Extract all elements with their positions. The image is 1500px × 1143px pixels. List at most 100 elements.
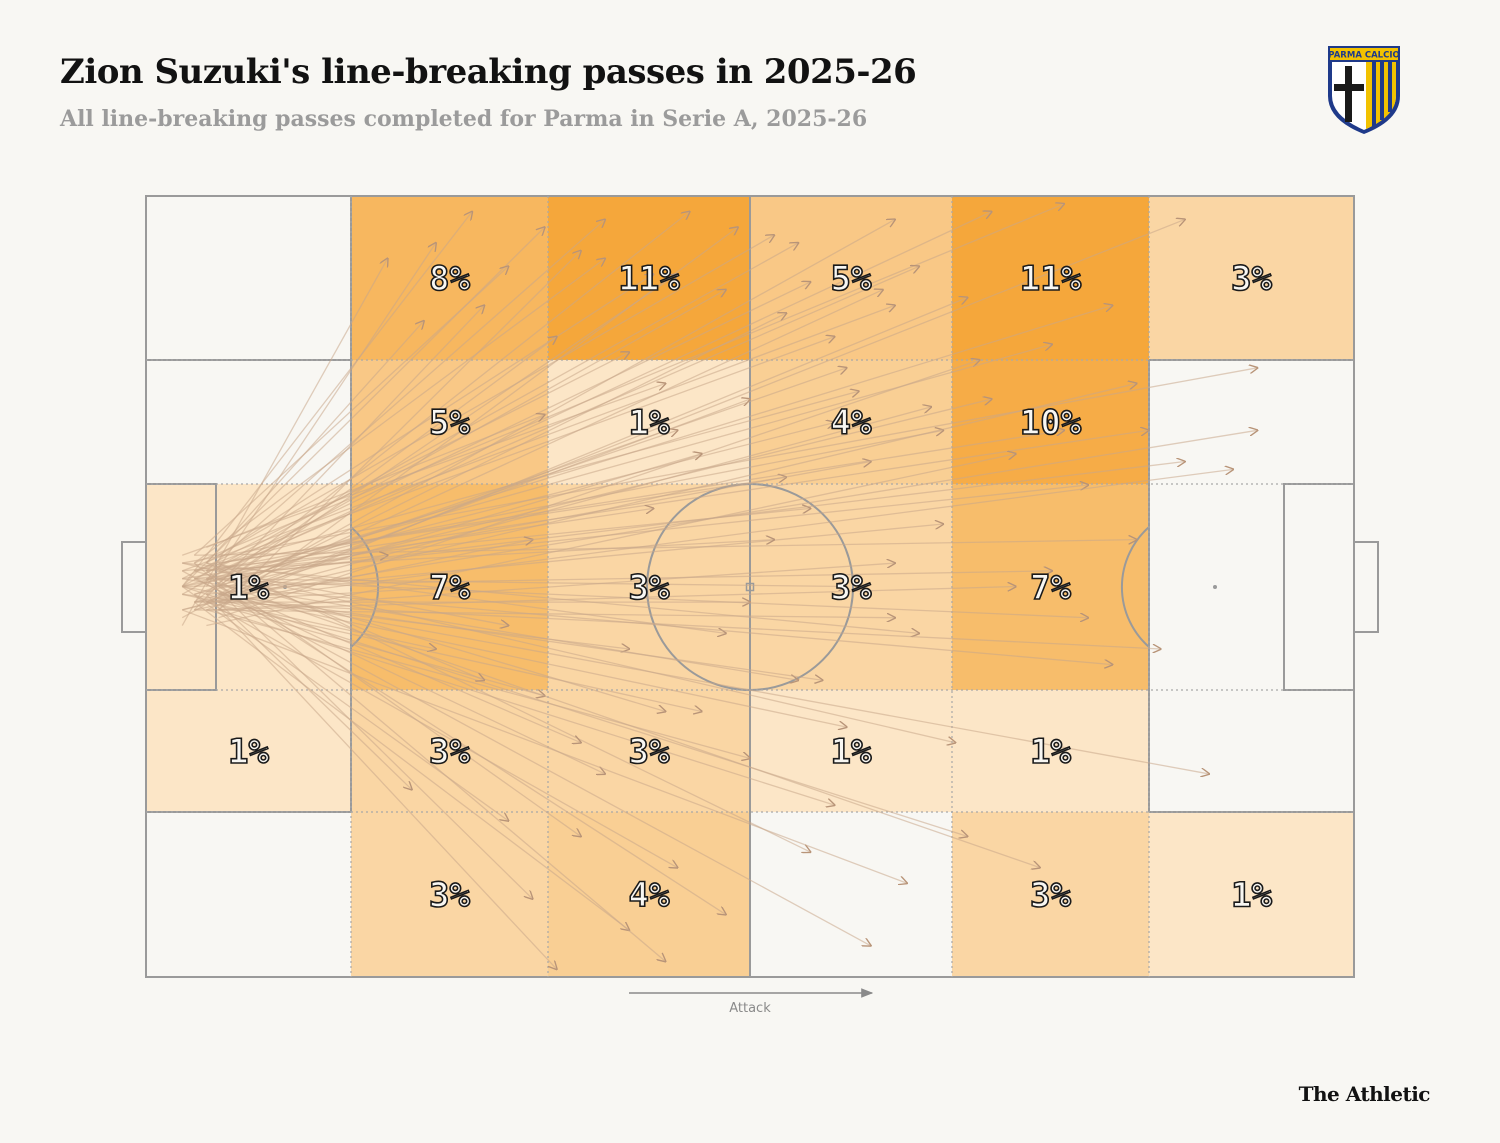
pass-arrow (193, 212, 689, 603)
right-goal (1353, 541, 1379, 633)
pass-arrow (194, 337, 834, 572)
zone-percentage-label: 8% (429, 259, 470, 299)
pass-arrow (218, 251, 580, 611)
pass-arrow (205, 578, 532, 899)
heatmap-zone (952, 196, 1149, 360)
pass-arrow (182, 585, 1209, 774)
pass-arrow (182, 305, 895, 572)
parma-crest-logo: PARMA CALCIO (1328, 46, 1400, 134)
pass-arrow (218, 585, 725, 915)
heatmap-zone (750, 484, 952, 690)
pass-arrow (218, 469, 1233, 603)
pass-arrow (218, 593, 846, 727)
heatmap-zone (351, 812, 548, 977)
pass-arrow (206, 415, 544, 549)
attack-label: Attack (729, 1001, 771, 1016)
pass-arrow (181, 585, 508, 821)
zone-percentage-label: 3% (1231, 259, 1272, 299)
pass-arrow (206, 298, 967, 611)
zone-percentage-label: 1% (831, 732, 872, 772)
logo-text: PARMA CALCIO (1328, 51, 1399, 61)
chart-title: Zion Suzuki's line-breaking passes in 20… (60, 52, 917, 92)
pass-arrow (218, 609, 834, 805)
pass-arrow (206, 430, 1148, 572)
pass-arrow (194, 578, 1088, 618)
heatmap-zone (750, 690, 952, 812)
chart-subtitle: All line-breaking passes completed for P… (60, 106, 868, 132)
zone-percentage-label: 5% (429, 403, 470, 443)
zone-percentage-label: 3% (1030, 876, 1071, 916)
heatmap-zone (146, 690, 351, 812)
pass-arrow (218, 360, 979, 619)
centre-spot (745, 582, 755, 592)
pass-arrow (194, 570, 665, 712)
pass-arrow (205, 219, 605, 572)
pass-arrow (218, 601, 1160, 649)
pass-arrow (205, 593, 556, 969)
right-goal-area (1283, 483, 1355, 691)
pass-arrow (218, 593, 822, 680)
pass-arrow (218, 601, 411, 789)
pass-arrow (218, 570, 508, 626)
pass-arrow (181, 212, 472, 587)
zone-percentage-label: 7% (429, 568, 470, 608)
pass-arrow (218, 235, 774, 556)
pass-arrow (193, 258, 605, 564)
pass-arrow (181, 352, 629, 580)
pass-arrow (182, 562, 919, 633)
pass-arrow (181, 290, 726, 595)
pass-arrow (194, 609, 895, 618)
pass-arrow (218, 266, 919, 572)
pass-arrow (206, 578, 846, 587)
pass-arrow (218, 313, 786, 595)
left-goal (121, 541, 147, 633)
pass-arrow (206, 601, 544, 696)
zone-percentage-label: 10% (1020, 403, 1082, 443)
pass-arrow (218, 585, 580, 743)
pass-arrow (206, 462, 1184, 580)
pass-arrow (182, 383, 1136, 611)
pass-arrow (205, 243, 436, 587)
pass-arrow (206, 578, 1040, 868)
pass-arrow (194, 204, 1064, 564)
pass-arrow (206, 212, 991, 580)
pass-arrow (193, 601, 629, 930)
heatmap-zone (351, 196, 548, 360)
pass-arrow (181, 243, 798, 588)
pass-arrow (206, 290, 882, 603)
zone-percentage-label: 1% (228, 732, 269, 772)
zone-percentage-label: 1% (1231, 876, 1272, 916)
pass-arrow (206, 601, 701, 711)
pass-arrow (194, 399, 991, 595)
pass-arrow (206, 274, 677, 595)
zone-percentage-label: 4% (831, 403, 872, 443)
zone-percentage-label: 3% (629, 568, 670, 608)
pass-arrow (205, 321, 423, 564)
zone-percentage-label: 3% (629, 732, 670, 772)
pass-arrow (193, 593, 677, 867)
pass-arrow (206, 524, 943, 595)
zone-percentage-label: 3% (831, 568, 872, 608)
pass-arrow (182, 585, 967, 837)
zone-grid-lines (146, 196, 1354, 977)
pass-arrow (206, 562, 725, 633)
pass-arrow (206, 562, 484, 680)
the-athletic-logo: The Athletic (1298, 1082, 1431, 1106)
zone-percentage-label: 7% (1030, 568, 1071, 608)
pass-arrow (218, 227, 737, 611)
heatmap-zone (548, 690, 750, 812)
pass-arrow (218, 337, 556, 588)
pass-arrow (218, 585, 1112, 665)
pass-arrow (182, 562, 955, 743)
pass-arrow (206, 587, 1015, 611)
zone-percentage-label: 1% (228, 568, 269, 608)
pass-arrow (181, 570, 871, 946)
zone-percentage-label: 3% (429, 876, 470, 916)
zone-percentage-label: 5% (831, 259, 872, 299)
pass-arrow (218, 430, 1064, 564)
pass-arrow (206, 570, 580, 837)
pass-arrow (193, 562, 665, 961)
zone-labels: 8% 11% 5% 11% 3% 5% 1% 4% 10% 1% 7% 3% 3% 7% 1% 3% 3% 1% 1… (227, 258, 1273, 916)
zone-percentage-label: 4% (629, 876, 670, 916)
